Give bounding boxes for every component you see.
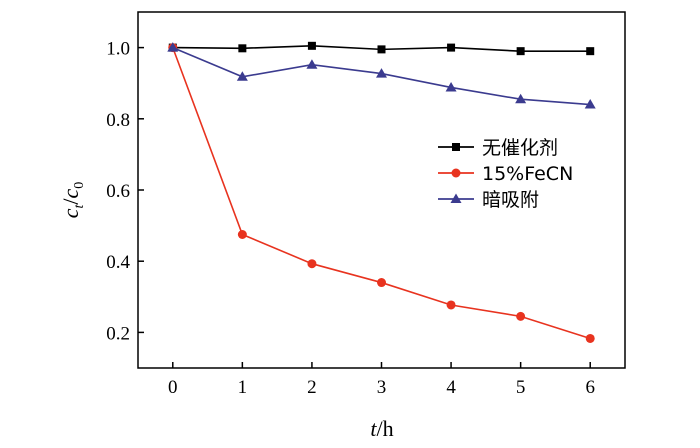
- series-2: [167, 42, 596, 109]
- data-point: [307, 41, 316, 50]
- data-point: [377, 45, 386, 54]
- data-point: [236, 71, 248, 81]
- data-point: [167, 42, 179, 52]
- plot-area: [137, 11, 626, 369]
- axis-tick-labels: 0 1 2 3 4 5 6 0.2 0.4 0.6 0.8 1.0: [106, 39, 595, 398]
- y-tick-label: 0.8: [106, 110, 130, 131]
- data-point: [445, 81, 457, 92]
- data-point: [584, 99, 596, 109]
- x-axis-label: t/h: [370, 416, 393, 441]
- axis-ticks: [138, 46, 591, 368]
- x-tick-label: 6: [585, 377, 595, 398]
- data-point: [306, 59, 318, 69]
- legend-item: 暗吸附: [438, 189, 539, 211]
- data-point: [237, 230, 247, 239]
- legend-marker: [450, 193, 462, 203]
- x-tick-label: 2: [307, 377, 317, 398]
- data-point: [238, 44, 247, 53]
- data-point: [516, 311, 526, 321]
- legend-item: 15%FeCN: [438, 163, 573, 185]
- y-tick-label: 0.4: [106, 252, 130, 273]
- data-point: [307, 259, 317, 269]
- legend-item: 无催化剂: [438, 137, 558, 159]
- x-tick-label: 1: [238, 377, 248, 398]
- data-point: [586, 47, 595, 56]
- legend-marker: [451, 168, 461, 178]
- data-point: [446, 300, 456, 310]
- x-tick-label: 4: [446, 377, 456, 398]
- y-tick-label: 0.6: [106, 181, 130, 202]
- data-point: [377, 278, 386, 288]
- y-axis-label: ct/c0: [58, 182, 87, 219]
- y-tick-label: 0.2: [106, 323, 130, 344]
- x-tick-label: 0: [168, 377, 178, 398]
- data-point: [516, 47, 525, 56]
- legend-label: 15%FeCN: [482, 163, 573, 185]
- legend: 无催化剂 15%FeCN 暗吸附: [438, 137, 573, 211]
- x-tick-label: 3: [377, 377, 387, 398]
- x-tick-label: 5: [516, 377, 526, 398]
- data-point: [515, 93, 527, 104]
- legend-label: 暗吸附: [482, 189, 539, 211]
- data-point: [447, 43, 456, 52]
- plot-frame: [137, 11, 626, 369]
- legend-label: 无催化剂: [482, 137, 558, 159]
- series-0: [168, 41, 595, 56]
- data-point: [585, 333, 595, 343]
- data-point: [376, 68, 387, 78]
- y-tick-label: 1.0: [106, 39, 130, 60]
- legend-marker: [452, 143, 460, 151]
- series-layer: [167, 41, 596, 343]
